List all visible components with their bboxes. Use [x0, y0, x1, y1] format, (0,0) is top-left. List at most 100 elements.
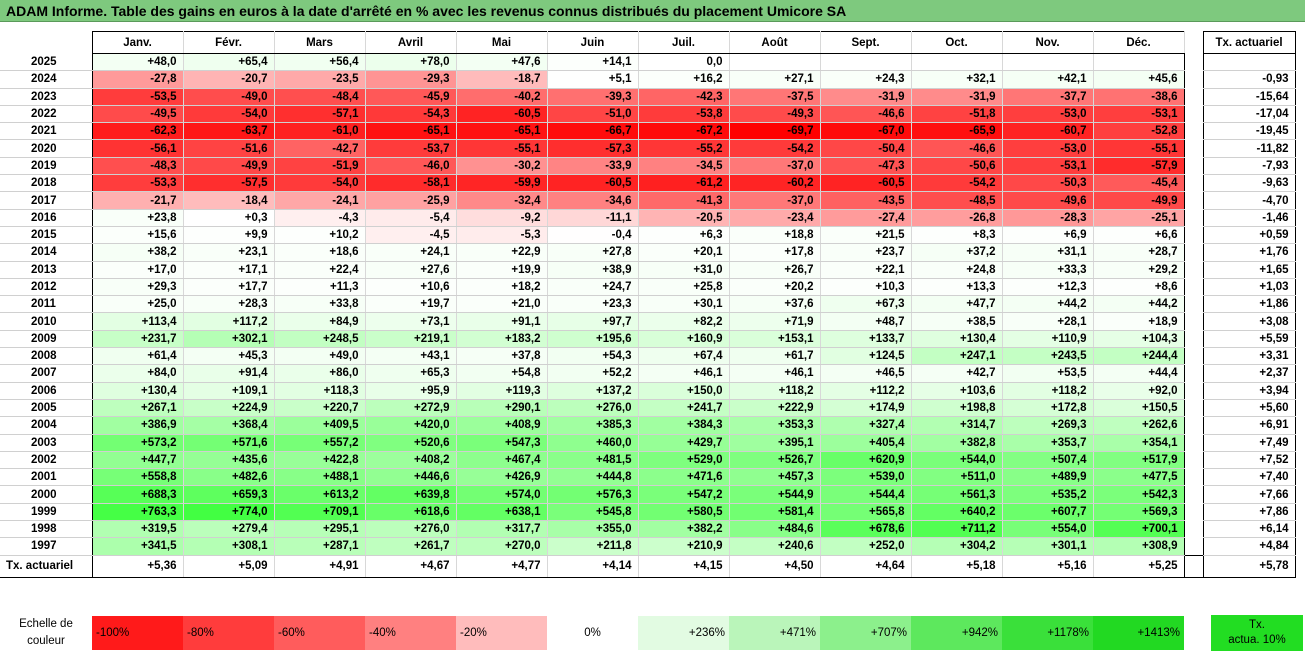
gain-cell: -65,1: [365, 122, 457, 141]
spacer: [1184, 554, 1203, 578]
gain-cell: +20,2: [729, 278, 821, 297]
color-scale-cell: +471%: [729, 616, 820, 650]
gain-cell: -60,2: [729, 174, 821, 193]
gain-cell: -49,5: [92, 105, 184, 124]
gain-cell: -5,3: [456, 226, 548, 245]
tx-actuariel-cell: -0,93: [1202, 70, 1296, 89]
gain-cell: +535,2: [1002, 485, 1094, 504]
gain-cell: +545,8: [547, 503, 639, 522]
gain-cell: +84,9: [274, 312, 366, 331]
gain-cell: -65,1: [456, 122, 548, 141]
gain-cell: -58,1: [365, 174, 457, 193]
gain-cell: +137,2: [547, 382, 639, 400]
gain-cell: [1002, 53, 1094, 72]
gain-cell: -39,3: [547, 88, 639, 106]
footer-cell: +4,67: [365, 554, 457, 578]
gain-cell: -21,7: [92, 191, 184, 210]
gain-cell: +104,3: [1093, 330, 1185, 349]
footer-cell: +4,77: [456, 554, 548, 578]
gain-cell: -46,6: [820, 105, 912, 124]
gain-cell: +482,6: [183, 468, 275, 487]
footer-cell: +4,15: [638, 554, 730, 578]
spacer: [1184, 520, 1203, 538]
gain-cell: -50,6: [911, 157, 1003, 176]
gain-cell: +18,8: [729, 226, 821, 245]
footer-tx-cell: +5,78: [1202, 554, 1296, 578]
gain-cell: -48,4: [274, 88, 366, 106]
gain-cell: -45,4: [1093, 174, 1185, 193]
year-label: 2012: [0, 278, 93, 297]
gain-cell: +32,1: [911, 70, 1003, 89]
gain-cell: -48,5: [911, 191, 1003, 210]
gain-cell: +19,9: [456, 261, 548, 279]
gain-cell: +0,3: [183, 209, 275, 227]
spacer: [1184, 70, 1203, 89]
gain-cell: +517,9: [1093, 451, 1185, 470]
tx-actuariel-cell: -9,63: [1202, 174, 1296, 193]
gain-cell: +37,2: [911, 243, 1003, 262]
gain-cell: +446,6: [365, 468, 457, 487]
gains-table: Janv. Févr. Mars Avril Mai Juin Juil. Août Sept.…: [0, 31, 1296, 578]
gain-cell: -48,3: [92, 157, 184, 176]
gain-cell: +11,3: [274, 278, 366, 297]
gain-cell: +22,1: [820, 261, 912, 279]
gain-cell: -42,7: [274, 139, 366, 158]
gain-cell: -54,2: [729, 139, 821, 158]
color-scale-cell: +707%: [820, 616, 911, 650]
gain-cell: +8,3: [911, 226, 1003, 245]
gain-cell: [1093, 53, 1185, 72]
gain-cell: +558,8: [92, 468, 184, 487]
gain-cell: +520,6: [365, 434, 457, 452]
year-label: 2021: [0, 122, 93, 141]
spacer: [1184, 503, 1203, 521]
footer-cell: +4,14: [547, 554, 639, 578]
gain-cell: -4,5: [365, 226, 457, 245]
gain-cell: +28,3: [183, 295, 275, 314]
gain-cell: +422,8: [274, 451, 366, 470]
gain-cell: +574,0: [456, 485, 548, 504]
gain-cell: +49,0: [274, 347, 366, 366]
gain-cell: +25,8: [638, 278, 730, 297]
gain-cell: +301,1: [1002, 537, 1094, 556]
spacer: [1184, 468, 1203, 486]
gain-cell: +569,3: [1093, 503, 1185, 522]
gain-cell: +248,5: [274, 330, 366, 349]
gain-cell: -50,3: [1002, 174, 1094, 193]
gain-cell: -5,4: [365, 209, 457, 227]
gain-cell: -54,0: [274, 174, 366, 193]
gain-cell: -33,9: [547, 157, 639, 176]
gain-cell: +37,6: [729, 295, 821, 314]
gain-cell: -62,3: [92, 122, 184, 141]
gain-cell: -63,7: [183, 122, 275, 141]
gain-cell: +130,4: [92, 382, 184, 400]
table-row: 2004 +386,9 +368,4 +409,5 +420,0 +408,9 +385,3…: [0, 416, 1296, 435]
gain-cell: -0,4: [547, 226, 639, 245]
gain-cell: -51,9: [274, 157, 366, 176]
gain-cell: +613,2: [274, 485, 366, 504]
gain-cell: +113,4: [92, 312, 184, 331]
gain-cell: +18,2: [456, 278, 548, 297]
gain-cell: +6,6: [1093, 226, 1185, 245]
month-header: Févr.: [183, 31, 275, 54]
tx-actuariel-cell: -1,46: [1202, 209, 1296, 227]
gain-cell: +174,9: [820, 399, 912, 418]
gain-cell: +38,5: [911, 312, 1003, 331]
year-label: 1999: [0, 503, 93, 522]
gain-cell: -57,1: [274, 105, 366, 124]
footer-cell: +5,18: [911, 554, 1003, 578]
color-scale-cell: 0%: [547, 616, 638, 650]
gain-cell: +408,9: [456, 416, 548, 435]
table-row: 2002 +447,7 +435,6 +422,8 +408,2 +467,4 +481,5…: [0, 451, 1296, 470]
spacer: [1184, 191, 1203, 210]
table-row: 2018 -53,3 -57,5 -54,0 -58,1 -59,9 -60,5 -61,2-…: [0, 174, 1296, 193]
gain-cell: -49,9: [183, 157, 275, 176]
gain-cell: -55,2: [638, 139, 730, 158]
gain-cell: +33,8: [274, 295, 366, 314]
gain-cell: +511,0: [911, 468, 1003, 487]
gain-cell: +774,0: [183, 503, 275, 522]
gain-cell: -38,6: [1093, 88, 1185, 106]
gain-cell: +44,2: [1093, 295, 1185, 314]
tx-actuariel-cell: +5,60: [1202, 399, 1296, 418]
gain-cell: +42,1: [1002, 70, 1094, 89]
gain-cell: +27,1: [729, 70, 821, 89]
